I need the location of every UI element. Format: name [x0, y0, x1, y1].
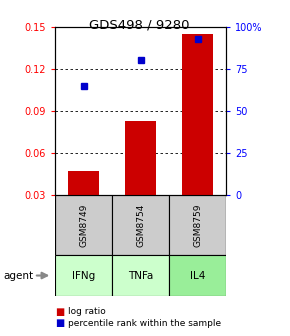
Bar: [112, 255, 169, 296]
Bar: [55, 195, 112, 255]
Bar: [112, 195, 169, 255]
Text: ■: ■: [55, 318, 64, 328]
Text: IFNg: IFNg: [72, 270, 95, 281]
Text: GDS498 / 9280: GDS498 / 9280: [89, 18, 189, 32]
Text: GSM8749: GSM8749: [79, 203, 88, 247]
Bar: [182, 34, 213, 195]
Text: GSM8759: GSM8759: [193, 203, 202, 247]
Text: ■: ■: [55, 307, 64, 317]
Bar: [169, 255, 226, 296]
Bar: [125, 121, 156, 195]
Text: GSM8754: GSM8754: [136, 203, 145, 247]
Text: IL4: IL4: [190, 270, 205, 281]
Text: log ratio: log ratio: [68, 307, 106, 316]
Text: agent: agent: [3, 270, 33, 281]
Bar: [169, 195, 226, 255]
Bar: [55, 255, 112, 296]
Text: TNFa: TNFa: [128, 270, 153, 281]
Text: percentile rank within the sample: percentile rank within the sample: [68, 319, 221, 328]
Bar: [68, 171, 99, 195]
